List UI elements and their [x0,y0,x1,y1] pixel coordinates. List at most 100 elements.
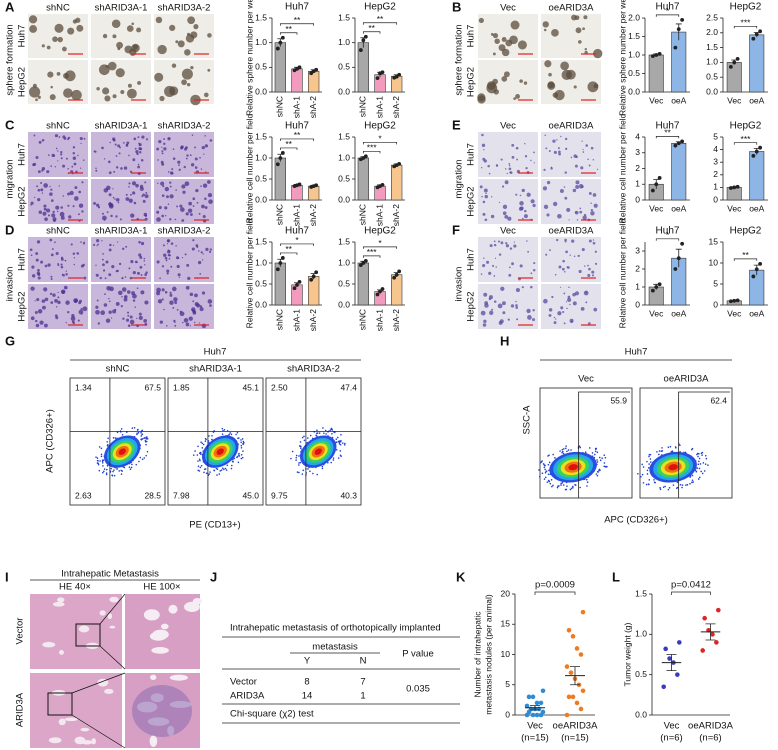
event-dot [679,483,682,486]
event-dot [704,454,707,457]
data-point [380,70,385,75]
event-dot [323,432,325,435]
texture-dot [95,169,98,172]
data-point [392,275,397,280]
texture-dot [41,169,44,172]
texture-dot [65,300,70,305]
data-point [728,186,733,190]
tissue-lumen [160,623,169,630]
texture-dot [480,273,483,275]
event-dot [344,442,346,445]
texture-dot [572,188,577,193]
texture-dot [567,266,570,269]
texture-dot [60,265,64,269]
event-dot [140,438,142,441]
bar [391,274,403,306]
event-dot [659,487,661,489]
event-dot [659,488,662,491]
texture-dot [102,33,108,39]
row-label: ARID3A [15,692,26,727]
texture-dot [145,191,148,194]
bar [671,143,687,201]
texture-dot [129,170,133,173]
event-dot [539,461,542,464]
texture-dot [54,23,64,33]
y-tick-label: 0 [635,194,640,204]
texture-dot [200,168,203,170]
y-tick-label: 0.0 [635,709,647,719]
texture-dot [592,158,595,161]
event-dot [689,482,691,485]
quadrant-value: 1.85 [173,382,190,392]
texture-dot [190,213,193,216]
data-point [295,282,299,287]
data-point [275,162,280,167]
texture-dot [122,142,125,144]
texture-dot [103,303,108,307]
texture-dot [132,191,136,195]
texture-dot [166,272,169,275]
texture-dot [590,208,594,212]
y-tick-label: 1 [635,281,640,291]
y-tick-label: 0.5 [338,62,350,72]
data-point [526,694,532,700]
texture-dot [138,312,142,316]
texture-dot [29,248,33,252]
event-dot [204,437,207,440]
tissue-lumen [74,736,86,745]
texture-dot [38,210,42,214]
texture-dot [577,254,580,258]
sample-label: shARID3A-2 [287,364,340,375]
event-dot [107,437,109,440]
texture-dot [171,172,174,175]
event-dot [544,476,547,479]
texture-dot [562,310,565,314]
panel-label: L [612,569,620,584]
micrograph [478,237,538,282]
data-point [278,156,283,160]
data-point [311,274,316,279]
texture-dot [485,192,487,195]
n-label: (n=6) [699,733,721,744]
event-dot [240,441,242,444]
table-cell: 8 [304,677,309,688]
texture-dot [82,242,86,245]
texture-dot [132,270,136,275]
y-tick-label: 0.5 [255,173,267,183]
texture-dot [44,217,48,221]
texture-dot [552,139,556,143]
texture-dot [484,194,489,199]
event-dot [541,460,543,462]
event-dot [238,455,241,457]
texture-dot [515,146,519,150]
texture-dot [507,216,512,221]
sample-label: shARID3A-1 [189,364,242,375]
event-dot [544,471,547,474]
texture-dot [173,297,178,302]
texture-dot [63,72,69,79]
quadrant-value: 45.0 [242,490,259,500]
event-dot [594,450,597,453]
x-tick-label: shA-1 [374,204,384,226]
x-tick-label: shA-1 [291,204,301,226]
texture-dot [588,239,592,243]
texture-dot [483,292,488,297]
y-tick-label: 15 [501,619,511,629]
texture-dot [78,190,81,194]
texture-dot [199,156,201,159]
texture-dot [177,257,180,260]
texture-dot [115,166,119,169]
y-tick-label: 0.0 [706,86,718,96]
texture-dot [60,256,64,259]
micrograph [478,60,538,104]
texture-dot [542,21,549,28]
texture-dot [555,318,557,320]
event-dot [542,463,545,465]
event-dot [690,448,693,451]
texture-dot [136,317,138,320]
event-dot [236,431,239,434]
texture-dot [163,142,166,145]
texture-dot [42,211,47,216]
event-dot [307,468,309,470]
texture-dot [179,204,183,208]
